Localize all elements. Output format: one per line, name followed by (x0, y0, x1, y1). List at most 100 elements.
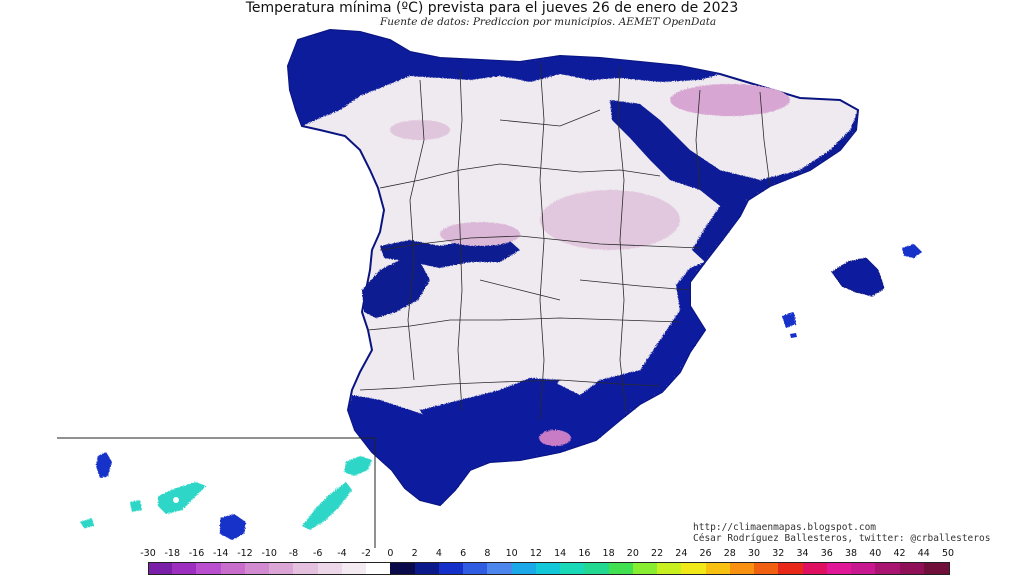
legend-swatch (244, 562, 270, 574)
legend-tick-label: 44 (917, 548, 930, 559)
legend-swatch (366, 562, 392, 574)
legend-tick-label: 36 (820, 548, 833, 559)
legend-tick-label: -6 (312, 548, 323, 559)
pyrenees-frost (670, 84, 790, 116)
legend-swatch (196, 562, 222, 574)
legend-swatch (487, 562, 513, 574)
east-coast-cold (348, 262, 705, 505)
legend-swatch (584, 562, 610, 574)
fuerteventura (302, 482, 352, 530)
lanzarote (344, 456, 372, 476)
legend-tick-label: 10 (505, 548, 518, 559)
legend-swatch (632, 562, 658, 574)
legend-tick-label: 20 (626, 548, 639, 559)
legend-swatch (729, 562, 755, 574)
sistema-central-frost (440, 222, 520, 246)
legend-tick-label: 40 (869, 548, 882, 559)
legend-swatch (899, 562, 925, 574)
legend-tick-label: 42 (893, 548, 906, 559)
legend-tick-label: 28 (723, 548, 736, 559)
mallorca (831, 257, 885, 297)
canary-islands (80, 452, 372, 540)
canary-inset-frame (57, 437, 376, 548)
legend-tick-label: -10 (261, 548, 277, 559)
legend-tick-label: 0 (387, 548, 394, 559)
legend-swatch (535, 562, 561, 574)
legend-frame (148, 562, 950, 575)
teide-peak (173, 497, 179, 503)
legend-swatch (269, 562, 295, 574)
legend-swatch (875, 562, 901, 574)
legend-swatch (220, 562, 246, 574)
formentera (790, 333, 797, 338)
legend-swatch (705, 562, 731, 574)
guadalquivir-cold (420, 378, 560, 432)
cantabrian-frost (390, 120, 450, 140)
legend-swatch (851, 562, 877, 574)
legend-tick-label: 14 (554, 548, 567, 559)
legend-tick-label: -30 (140, 548, 156, 559)
legend-swatch (341, 562, 367, 574)
tenerife (158, 482, 206, 514)
legend-tick-label: 32 (772, 548, 785, 559)
iberian-frost (540, 190, 680, 250)
legend-tick-label: -4 (337, 548, 347, 559)
legend-tick-label: 6 (460, 548, 467, 559)
gran-canaria (220, 514, 246, 540)
legend-tick-label: 22 (651, 548, 664, 559)
legend-tick-label: 34 (796, 548, 809, 559)
legend-swatch (826, 562, 852, 574)
color-legend: -30 -18 -16 -14 -12 -10 -8 -6 -4 -2 0 2 4 6 8 10 12 14 16 1… (0, 548, 1024, 576)
la-gomera (130, 500, 142, 512)
legend-tick-label: 4 (435, 548, 442, 559)
legend-tick-label: -12 (237, 548, 253, 559)
legend-tick-label: -2 (361, 548, 371, 559)
legend-tick-label: 8 (484, 548, 491, 559)
sierra-nevada-frost (539, 430, 571, 446)
temperature-map (57, 28, 922, 548)
legend-swatch (802, 562, 828, 574)
legend-swatch (148, 562, 173, 574)
legend-tick-label: 18 (602, 548, 615, 559)
la-palma (96, 452, 112, 478)
el-hierro (80, 518, 94, 528)
legend-tick-label: 12 (529, 548, 542, 559)
legend-swatch (293, 562, 319, 574)
province-borders (359, 61, 771, 421)
ibiza (782, 312, 796, 328)
legend-tick-label: 30 (748, 548, 761, 559)
credits: http://climaenmapas.blogspot.com César R… (693, 522, 990, 544)
legend-swatch (560, 562, 586, 574)
legend-swatch (681, 562, 707, 574)
west-border-cold (362, 260, 430, 318)
legend-swatch (414, 562, 440, 574)
menorca (902, 244, 922, 258)
map-subtitle: Fuente de datos: Prediccion por municipi… (380, 16, 717, 28)
legend-tick-label: -18 (164, 548, 180, 559)
legend-swatch (608, 562, 634, 574)
legend-tick-label: 26 (699, 548, 712, 559)
credits-url: http://climaenmapas.blogspot.com (693, 522, 877, 533)
legend-swatch (390, 562, 416, 574)
legend-tick-label: 16 (578, 548, 591, 559)
legend-swatch (657, 562, 683, 574)
legend-swatch (778, 562, 804, 574)
legend-swatch (923, 562, 949, 574)
legend-swatch (463, 562, 489, 574)
legend-swatch (317, 562, 343, 574)
map-title: Temperatura mínima (ºC) prevista para el… (245, 0, 739, 16)
credits-author: César Rodríguez Ballesteros, twitter: @c… (693, 533, 991, 544)
legend-swatch (172, 562, 198, 574)
legend-swatch (511, 562, 537, 574)
legend-tick-label: 50 (941, 548, 955, 559)
legend-tick-label: -16 (188, 548, 205, 559)
legend-tick-label: 24 (675, 548, 688, 559)
legend-tick-label: -14 (212, 548, 229, 559)
legend-swatch (754, 562, 780, 574)
legend-tick-label: -8 (288, 548, 299, 559)
ebro-valley-cold (610, 100, 858, 262)
legend-swatch (438, 562, 464, 574)
legend-tick-label: 2 (411, 548, 418, 559)
legend-tick-label: 38 (844, 548, 858, 559)
north-coast-cold (288, 30, 720, 126)
